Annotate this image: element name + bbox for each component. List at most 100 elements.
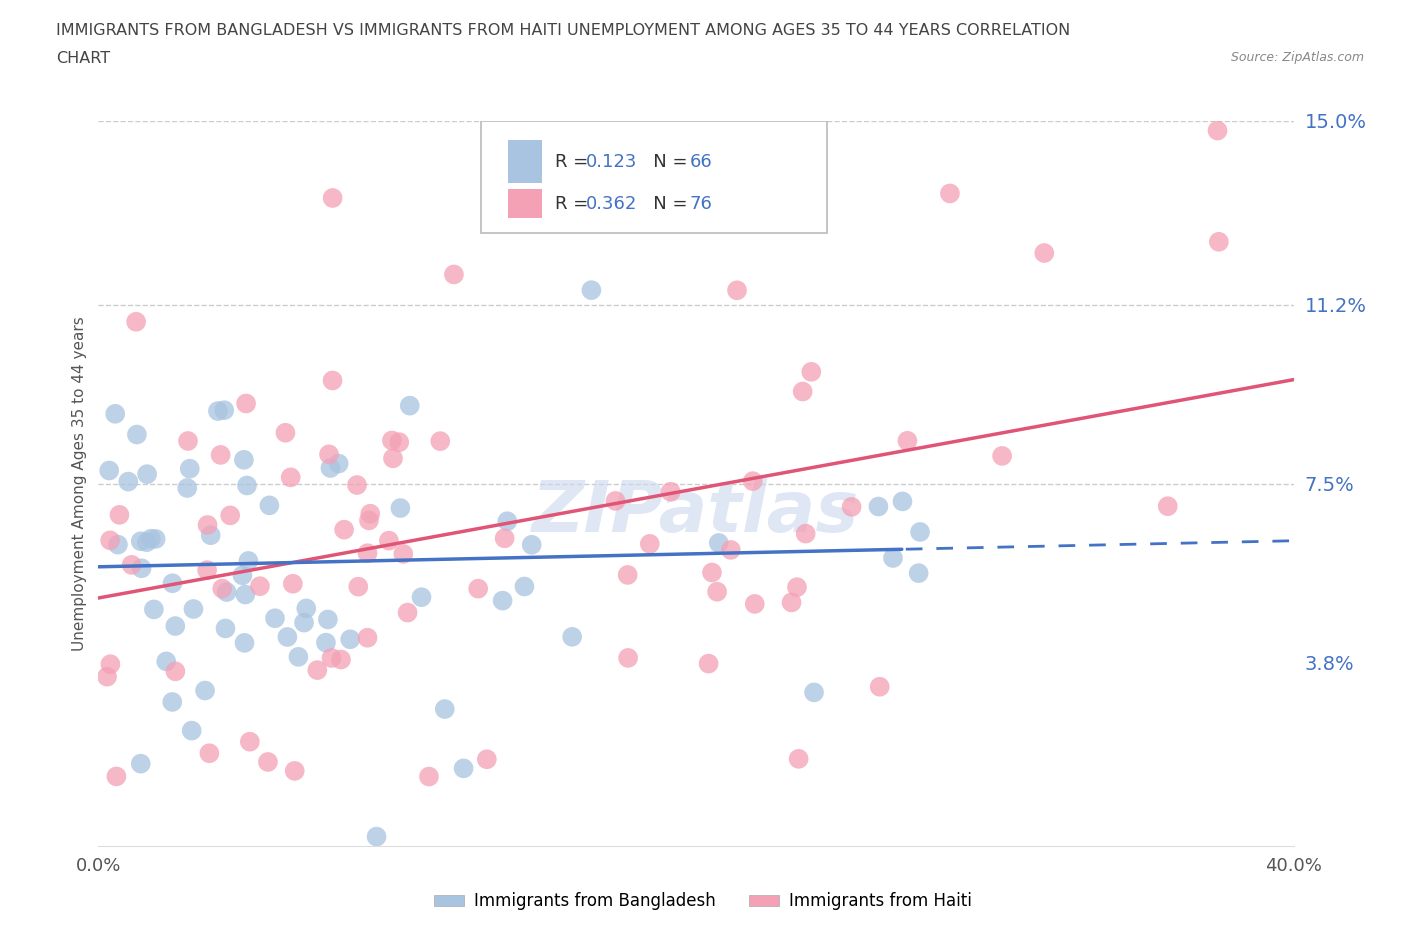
Point bbox=[145, 531, 167, 546]
Point bbox=[720, 542, 742, 557]
Point bbox=[780, 595, 803, 610]
Text: R =: R = bbox=[555, 153, 593, 170]
Text: Source: ZipAtlas.com: Source: ZipAtlas.com bbox=[1230, 51, 1364, 64]
Point bbox=[231, 568, 253, 583]
Point bbox=[907, 565, 929, 580]
Point bbox=[617, 650, 640, 665]
Point bbox=[98, 533, 121, 548]
Point bbox=[1208, 234, 1230, 249]
Point bbox=[287, 649, 309, 664]
Point bbox=[236, 478, 259, 493]
Point bbox=[347, 579, 370, 594]
Point bbox=[108, 508, 131, 523]
Point bbox=[725, 283, 748, 298]
Point bbox=[659, 485, 682, 499]
Text: IMMIGRANTS FROM BANGLADESH VS IMMIGRANTS FROM HAITI UNEMPLOYMENT AMONG AGES 35 T: IMMIGRANTS FROM BANGLADESH VS IMMIGRANTS… bbox=[56, 23, 1070, 38]
Point bbox=[787, 751, 810, 766]
Point bbox=[706, 584, 728, 599]
Text: 76: 76 bbox=[690, 194, 713, 213]
Point bbox=[212, 403, 235, 418]
Point bbox=[107, 538, 129, 552]
Point bbox=[129, 756, 152, 771]
Legend: Immigrants from Bangladesh, Immigrants from Haiti: Immigrants from Bangladesh, Immigrants f… bbox=[427, 885, 979, 917]
Point bbox=[162, 695, 184, 710]
Point bbox=[333, 523, 356, 538]
Point bbox=[388, 434, 411, 449]
Point bbox=[433, 701, 456, 716]
Point bbox=[869, 679, 891, 694]
Point bbox=[991, 448, 1014, 463]
Point bbox=[276, 630, 298, 644]
Point bbox=[207, 404, 229, 418]
Text: CHART: CHART bbox=[56, 51, 110, 66]
Point bbox=[744, 596, 766, 611]
Point bbox=[139, 531, 162, 546]
Point bbox=[292, 615, 315, 630]
Point bbox=[232, 452, 254, 467]
Point bbox=[378, 533, 401, 548]
Point bbox=[98, 463, 121, 478]
Point bbox=[800, 365, 823, 379]
Point bbox=[697, 657, 720, 671]
Point bbox=[561, 630, 583, 644]
Point bbox=[786, 579, 808, 594]
Text: 0.123: 0.123 bbox=[586, 153, 637, 170]
Point bbox=[315, 635, 337, 650]
Point bbox=[792, 384, 814, 399]
Text: ZIPatlas: ZIPatlas bbox=[533, 478, 859, 547]
Point bbox=[233, 587, 256, 602]
Point bbox=[295, 601, 318, 616]
Text: N =: N = bbox=[637, 153, 693, 170]
Text: 0.362: 0.362 bbox=[586, 194, 637, 213]
Point bbox=[197, 517, 219, 532]
Point bbox=[180, 724, 202, 738]
Point bbox=[214, 621, 236, 636]
Point bbox=[179, 461, 201, 476]
Point bbox=[429, 433, 451, 448]
Point bbox=[129, 534, 152, 549]
Point bbox=[475, 751, 498, 766]
Point bbox=[142, 602, 165, 617]
Point bbox=[356, 631, 378, 645]
Point bbox=[1206, 123, 1229, 138]
Point bbox=[209, 447, 232, 462]
Point bbox=[321, 373, 343, 388]
Point bbox=[896, 433, 918, 448]
Point bbox=[219, 508, 242, 523]
Point bbox=[396, 605, 419, 620]
Text: 66: 66 bbox=[690, 153, 713, 170]
Point bbox=[605, 494, 627, 509]
Point bbox=[280, 470, 302, 485]
FancyBboxPatch shape bbox=[509, 140, 541, 182]
Point bbox=[195, 563, 218, 578]
Point bbox=[235, 396, 257, 411]
Point bbox=[211, 581, 233, 596]
Point bbox=[125, 314, 148, 329]
Point bbox=[453, 761, 475, 776]
Point bbox=[257, 754, 280, 769]
Point bbox=[1157, 498, 1180, 513]
Point bbox=[491, 593, 513, 608]
Point bbox=[96, 670, 118, 684]
Point bbox=[638, 537, 661, 551]
Point bbox=[891, 494, 914, 509]
Point bbox=[496, 513, 519, 528]
Point bbox=[581, 283, 603, 298]
Point bbox=[321, 650, 343, 665]
Point bbox=[366, 830, 388, 844]
Text: R =: R = bbox=[555, 194, 593, 213]
Point bbox=[868, 499, 890, 514]
Point bbox=[239, 735, 262, 750]
Point bbox=[506, 210, 529, 225]
Point bbox=[121, 557, 143, 572]
Point bbox=[319, 460, 342, 475]
Point bbox=[707, 536, 730, 551]
Point bbox=[238, 553, 260, 568]
Point bbox=[125, 427, 148, 442]
Point bbox=[249, 578, 271, 593]
Point bbox=[281, 577, 304, 591]
Point bbox=[259, 498, 281, 512]
Point bbox=[176, 481, 198, 496]
FancyBboxPatch shape bbox=[481, 121, 828, 233]
Point bbox=[316, 612, 339, 627]
